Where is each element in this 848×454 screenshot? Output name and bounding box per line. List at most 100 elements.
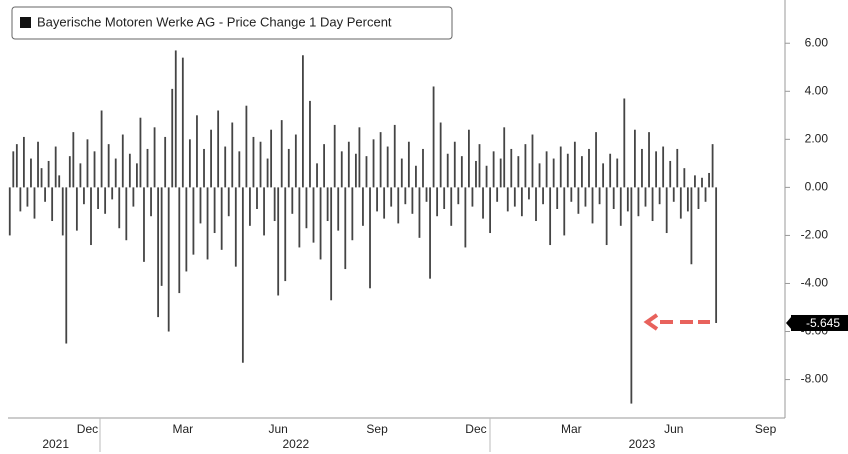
- bar: [217, 110, 220, 188]
- bar: [616, 158, 619, 188]
- bar: [506, 187, 509, 212]
- bar: [203, 148, 205, 188]
- bar: [234, 187, 237, 267]
- bar: [683, 168, 686, 188]
- bar: [542, 187, 544, 205]
- bar: [333, 124, 336, 188]
- bar: [72, 132, 75, 188]
- bar: [188, 139, 191, 188]
- bar: [651, 187, 654, 222]
- bar: [573, 141, 576, 188]
- last-value-box: [791, 314, 848, 331]
- bar: [132, 187, 135, 207]
- bar: [111, 187, 114, 200]
- y-tick-label: -2.00: [801, 228, 829, 242]
- bar: [630, 187, 633, 404]
- bar: [566, 153, 569, 188]
- bar: [323, 144, 325, 188]
- bar: [443, 187, 446, 209]
- bar: [418, 187, 421, 238]
- y-tick-label: 4.00: [805, 83, 829, 97]
- bar: [58, 175, 61, 188]
- bar: [330, 187, 333, 301]
- bar: [450, 187, 453, 226]
- bar: [549, 187, 552, 246]
- bar: [517, 156, 520, 188]
- bar: [51, 187, 54, 222]
- bar: [393, 124, 396, 188]
- bar: [704, 187, 707, 202]
- bar: [602, 163, 605, 188]
- bar: [30, 158, 32, 188]
- bar: [623, 98, 626, 188]
- bar: [665, 187, 668, 234]
- bar: [270, 129, 273, 188]
- bar: [453, 141, 456, 188]
- bar: [326, 187, 329, 222]
- x-tick-label: Dec: [77, 422, 98, 436]
- year-label: 2022: [282, 437, 309, 451]
- bar: [648, 132, 650, 188]
- bar: [128, 153, 131, 188]
- bar: [167, 187, 170, 332]
- bar: [192, 187, 195, 255]
- bar: [581, 156, 583, 188]
- bar: [552, 158, 555, 188]
- legend-label: Bayerische Motoren Werke AG - Price Chan…: [37, 14, 392, 29]
- bar: [422, 148, 424, 188]
- bar: [245, 105, 248, 188]
- x-tick-label: Mar: [561, 422, 582, 436]
- bar: [312, 187, 315, 243]
- bar: [150, 187, 152, 217]
- bar: [97, 187, 99, 209]
- bar: [37, 141, 39, 188]
- bar: [86, 139, 89, 188]
- bar: [588, 148, 590, 188]
- bar: [178, 187, 181, 294]
- bar: [351, 187, 354, 241]
- bar: [612, 187, 615, 209]
- bar: [33, 187, 36, 219]
- bar: [238, 151, 241, 188]
- y-tick-label: 0.00: [805, 180, 829, 194]
- bar: [291, 187, 294, 214]
- bar: [266, 158, 269, 188]
- bar: [535, 187, 537, 222]
- bar: [22, 136, 25, 188]
- bar: [425, 187, 428, 202]
- bar: [227, 187, 230, 217]
- bar: [153, 127, 156, 188]
- bar: [383, 187, 386, 219]
- bar: [259, 141, 262, 188]
- bar: [347, 141, 350, 188]
- bar: [287, 148, 290, 188]
- bar: [90, 187, 92, 246]
- bar: [196, 115, 198, 188]
- bar: [100, 110, 103, 188]
- bar: [210, 129, 212, 188]
- bar: [362, 187, 364, 226]
- bar: [224, 146, 227, 188]
- bar: [478, 144, 481, 188]
- bar: [146, 148, 149, 188]
- bar: [715, 187, 718, 323]
- bar: [436, 187, 439, 217]
- bar: [263, 187, 265, 236]
- bar: [570, 187, 573, 202]
- x-tick-label: Dec: [465, 422, 486, 436]
- bar: [273, 187, 276, 222]
- x-tick-label: Sep: [755, 422, 777, 436]
- bar: [256, 187, 258, 209]
- bar: [503, 127, 506, 188]
- bar: [609, 153, 612, 188]
- bar: [686, 187, 689, 212]
- bar: [15, 144, 18, 188]
- bar: [12, 151, 15, 188]
- bar: [432, 86, 435, 188]
- bar: [591, 187, 594, 224]
- bar: [468, 129, 470, 188]
- bar: [252, 136, 255, 188]
- bar: [47, 160, 50, 188]
- bar: [358, 127, 361, 188]
